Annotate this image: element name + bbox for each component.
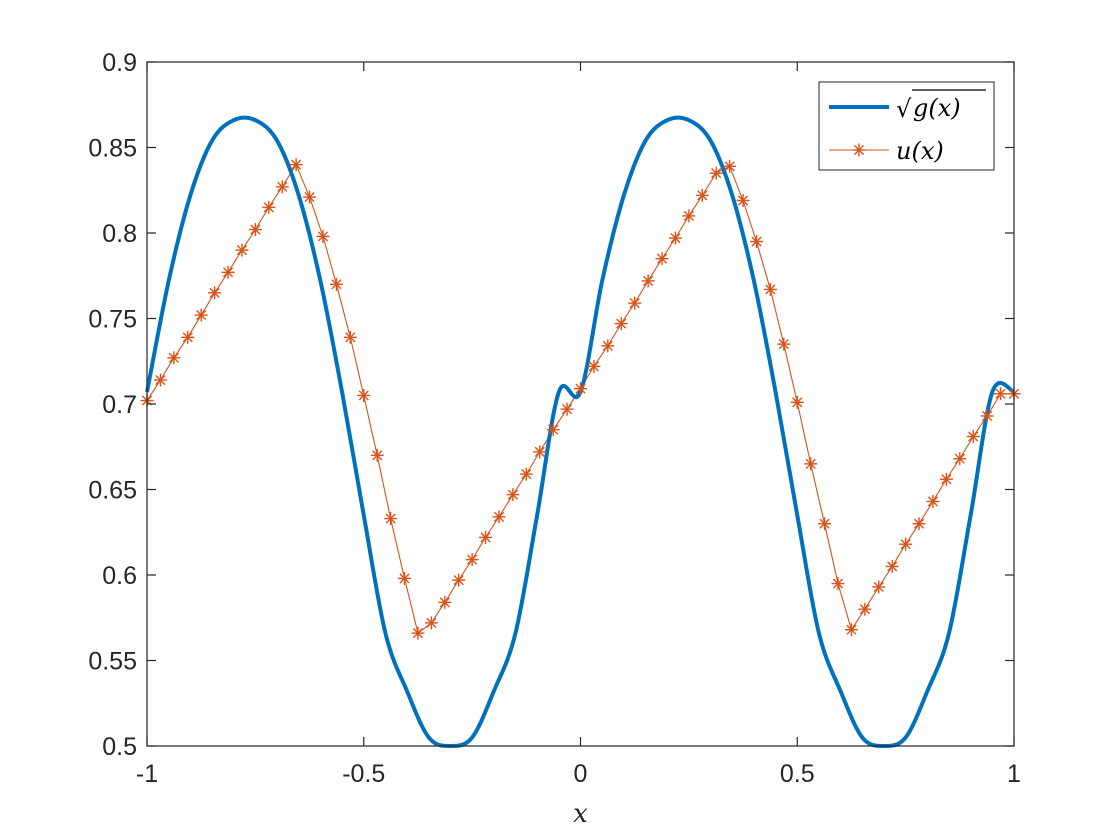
data-point-u xyxy=(384,512,398,526)
data-point-u xyxy=(235,243,249,257)
data-point-u xyxy=(682,209,696,223)
data-point-u xyxy=(221,265,235,279)
data-point-u xyxy=(438,595,452,609)
data-point-u xyxy=(248,223,262,237)
data-point-u xyxy=(844,623,858,637)
data-point-u xyxy=(194,308,208,322)
legend-box xyxy=(818,81,995,171)
data-point-u xyxy=(614,317,628,331)
data-point-u xyxy=(777,337,791,351)
data-point-u xyxy=(316,229,330,243)
x-axis-label: x xyxy=(573,799,588,829)
tick-layer xyxy=(146,61,1015,747)
data-point-u xyxy=(303,190,317,204)
data-point-u xyxy=(695,188,709,202)
data-point-u xyxy=(560,402,574,416)
data-point-u xyxy=(492,510,506,524)
data-point-u xyxy=(275,180,289,194)
legend-asterisk-marker xyxy=(852,143,866,157)
data-point-u xyxy=(858,602,872,616)
data-point-u xyxy=(926,494,940,508)
data-point-u xyxy=(289,158,303,172)
data-point-u xyxy=(872,580,886,594)
data-point-u xyxy=(424,616,438,630)
data-point-u xyxy=(329,277,343,291)
y-tick-label: 0.5 xyxy=(102,733,137,761)
data-point-u xyxy=(519,467,533,481)
data-point-u xyxy=(628,296,642,310)
data-point-u xyxy=(980,409,994,423)
x-tick-label: -0.5 xyxy=(342,760,385,788)
y-tick-label: 0.75 xyxy=(88,306,137,334)
data-point-u xyxy=(912,517,926,531)
y-tick-labels: 0.5 0.55 0.6 0.65 0.7 0.75 0.8 0.85 0.9 xyxy=(88,49,137,761)
data-point-u xyxy=(966,429,980,443)
data-point-u xyxy=(587,359,601,373)
legend-radical-series-1: √ xyxy=(896,95,912,123)
data-point-u xyxy=(804,457,818,471)
x-tick-label: 0 xyxy=(574,760,588,788)
data-point-u xyxy=(953,452,967,466)
data-point-u xyxy=(262,200,276,214)
data-point-u xyxy=(831,577,845,591)
data-point-u xyxy=(167,351,181,365)
data-point-u xyxy=(601,339,615,353)
data-point-u xyxy=(668,231,682,245)
data-point-u xyxy=(736,194,750,208)
data-point-u xyxy=(208,286,222,300)
data-point-u xyxy=(885,559,899,573)
data-point-u xyxy=(574,382,587,396)
series-layer xyxy=(140,115,1021,749)
x-tick-label: 1 xyxy=(1007,760,1021,788)
data-point-u xyxy=(343,330,357,344)
data-point-u xyxy=(763,282,777,296)
data-point-u xyxy=(479,530,493,544)
x-tick-labels: -1 -0.5 0 0.5 1 xyxy=(136,760,1021,788)
y-tick-label: 0.8 xyxy=(102,220,137,248)
data-point-u xyxy=(452,573,466,587)
data-point-u xyxy=(533,445,547,459)
legend: √ g(x) u(x) xyxy=(818,81,995,171)
y-tick-label: 0.9 xyxy=(102,49,137,77)
y-tick-label: 0.65 xyxy=(88,477,137,505)
y-tick-label: 0.85 xyxy=(88,135,137,163)
y-tick-label: 0.6 xyxy=(102,562,137,590)
y-tick-label: 0.7 xyxy=(102,391,137,419)
data-point-u xyxy=(181,330,195,344)
data-point-u xyxy=(153,373,167,387)
data-point-u xyxy=(994,387,1008,401)
data-point-u xyxy=(899,537,913,551)
data-point-u xyxy=(546,423,560,437)
data-point-u xyxy=(411,626,425,640)
data-point-u xyxy=(655,252,669,266)
y-tick-label: 0.55 xyxy=(88,648,137,676)
data-point-u xyxy=(818,517,832,531)
data-point-u xyxy=(709,166,723,180)
legend-label-series-1: g(x) xyxy=(913,94,961,122)
data-point-u xyxy=(397,571,411,585)
legend-marker-series-2 xyxy=(852,143,866,157)
x-tick-label: -1 xyxy=(136,760,158,788)
data-point-u xyxy=(506,488,520,502)
x-tick-label: 0.5 xyxy=(780,760,815,788)
legend-label-series-2: u(x) xyxy=(896,137,944,165)
data-point-u xyxy=(370,448,384,462)
data-point-u xyxy=(465,553,479,567)
data-point-u xyxy=(641,274,655,288)
data-point-u xyxy=(790,395,804,409)
data-point-u xyxy=(750,235,764,249)
data-point-u xyxy=(723,159,737,173)
data-point-u xyxy=(357,388,371,402)
data-point-u xyxy=(939,472,953,486)
